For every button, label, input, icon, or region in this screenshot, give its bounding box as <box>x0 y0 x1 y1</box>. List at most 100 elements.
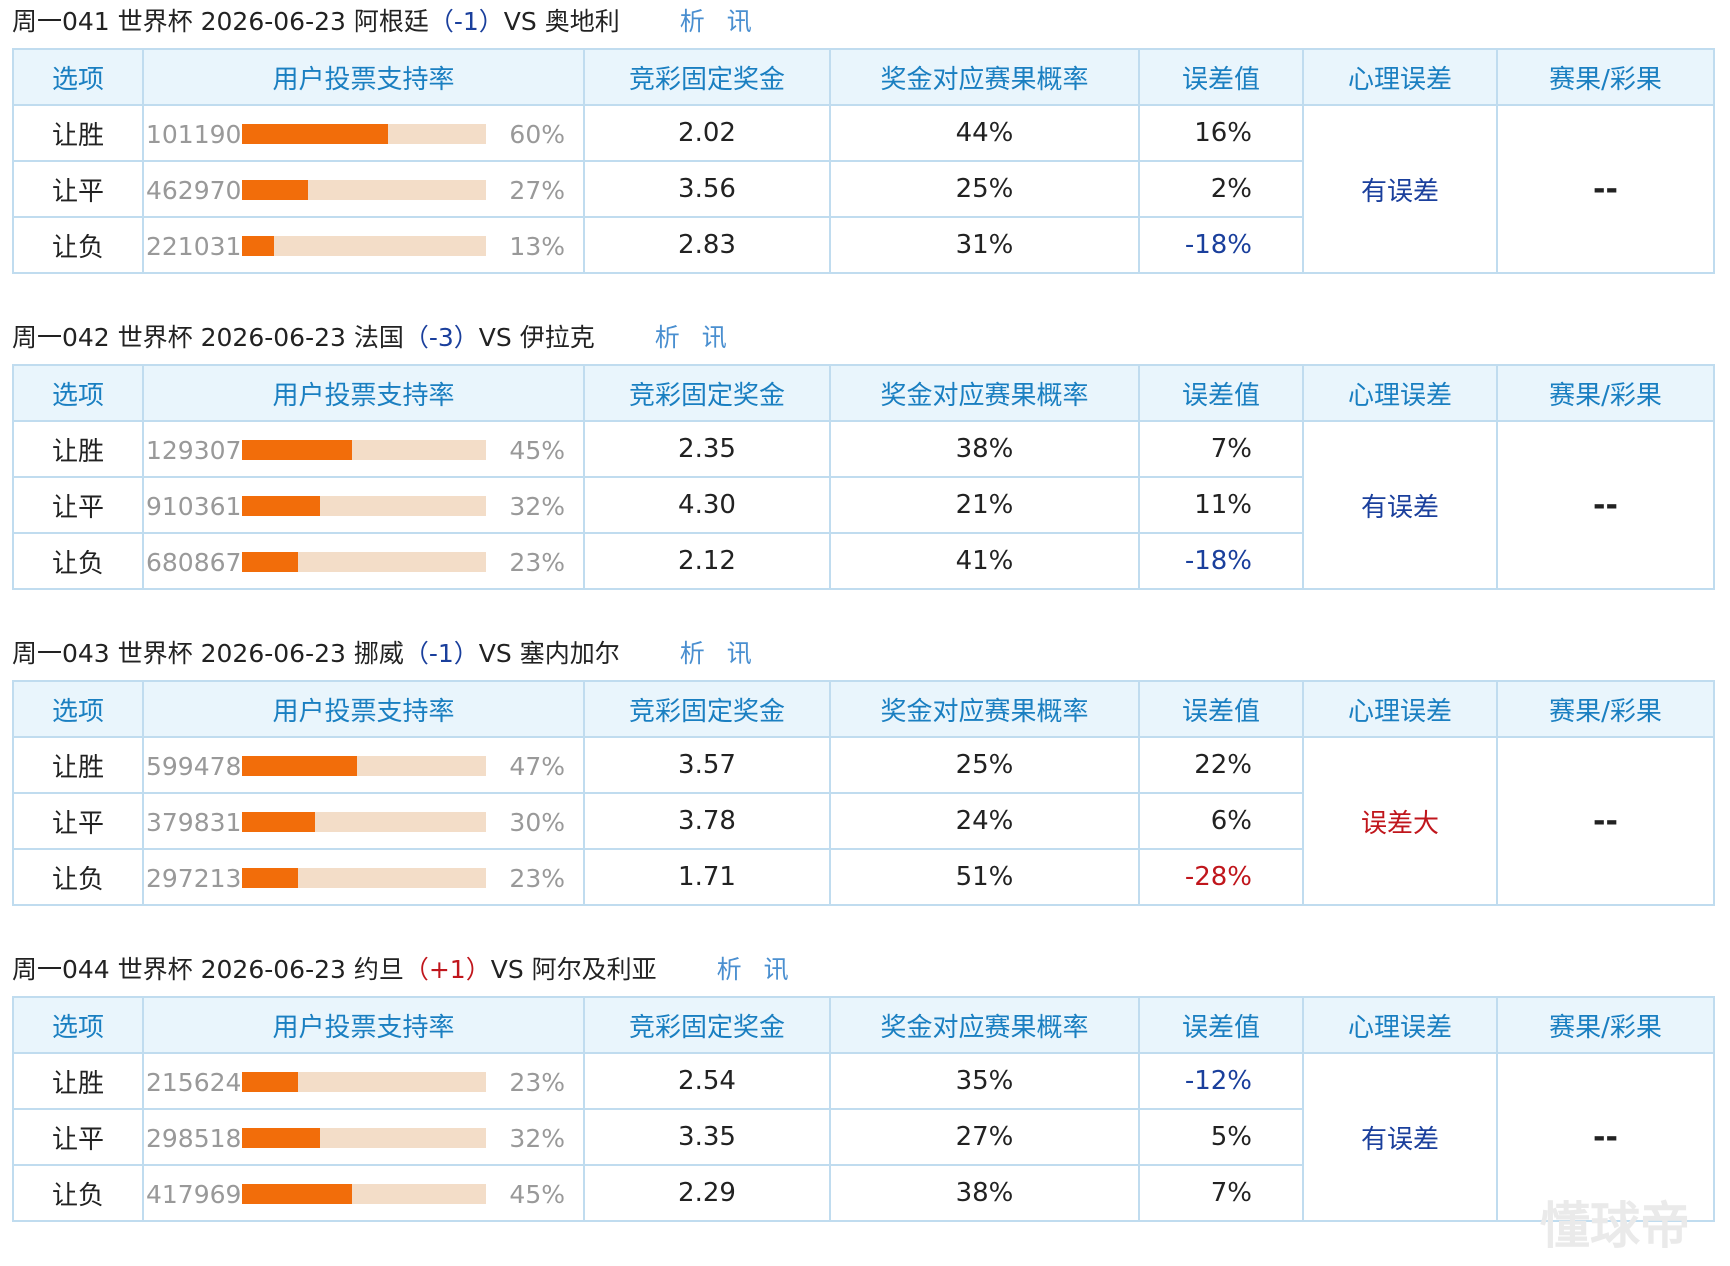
support-rate: 47% <box>509 752 565 781</box>
vote-count: 129307 <box>146 436 242 465</box>
column-header: 奖金对应赛果概率 <box>829 996 1140 1054</box>
verdict: 有误差 <box>1302 420 1498 590</box>
bar-track <box>242 756 486 776</box>
handicap: （-1） <box>428 7 504 36</box>
column-header: 用户投票支持率 <box>142 364 585 422</box>
probability: 41% <box>829 532 1140 590</box>
error-value: -18% <box>1138 532 1304 590</box>
match-name: 周一042 世界杯 2026-06-23 法国 <box>12 323 404 352</box>
column-header: 心理误差 <box>1302 996 1498 1054</box>
opponent: VS 伊拉克 <box>478 323 595 352</box>
bar-track <box>242 236 486 256</box>
result: -- <box>1496 104 1715 274</box>
bar-track <box>242 124 486 144</box>
option-row: 让平 910361 32% 4.30 21% 11% <box>12 476 1714 534</box>
support-rate: 27% <box>509 176 565 205</box>
option-row: 让负 297213 23% 1.71 51% -28% <box>12 848 1714 906</box>
link[interactable]: 讯 <box>763 955 789 984</box>
bar-track <box>242 440 486 460</box>
probability: 25% <box>829 160 1140 218</box>
support-bar <box>242 180 308 200</box>
bar-track <box>242 812 486 832</box>
match-title: 周一041 世界杯 2026-06-23 阿根廷（-1）VS 奥地利 析讯 <box>12 0 1714 48</box>
link[interactable]: 讯 <box>726 639 752 668</box>
vote-count: 462970 <box>146 176 242 205</box>
link[interactable]: 析 <box>679 7 705 36</box>
error-value: 22% <box>1138 736 1304 794</box>
odds: 2.29 <box>583 1164 831 1222</box>
watermark: 懂球帝 <box>1540 1197 1690 1255</box>
column-header: 赛果/彩果 <box>1496 364 1715 422</box>
support-bar <box>242 124 389 144</box>
option: 让胜 <box>12 420 144 478</box>
option: 让胜 <box>12 1052 144 1110</box>
opponent: VS 塞内加尔 <box>478 639 620 668</box>
option: 让平 <box>12 792 144 850</box>
verdict: 有误差 <box>1302 1052 1498 1222</box>
column-header: 赛果/彩果 <box>1496 48 1715 106</box>
header-row: 选项 用户投票支持率 竞彩固定奖金 奖金对应赛果概率 误差值 心理误差 赛果/彩果 <box>12 996 1715 1054</box>
odds: 3.56 <box>583 160 831 218</box>
vote-cell: 599478 47% <box>142 736 585 794</box>
match-name: 周一043 世界杯 2026-06-23 挪威 <box>12 639 404 668</box>
option: 让胜 <box>12 104 144 162</box>
match-name: 周一044 世界杯 2026-06-23 约旦 <box>12 955 404 984</box>
opponent: VS 奥地利 <box>503 7 620 36</box>
vote-cell: 1011908 60% <box>142 104 585 162</box>
error-value: 2% <box>1138 160 1304 218</box>
probability: 21% <box>829 476 1140 534</box>
vote-cell: 680867 23% <box>142 532 585 590</box>
column-header: 误差值 <box>1138 364 1304 422</box>
header-row: 选项 用户投票支持率 竞彩固定奖金 奖金对应赛果概率 误差值 心理误差 赛果/彩果 <box>12 680 1715 738</box>
link[interactable]: 析 <box>654 323 680 352</box>
link[interactable]: 讯 <box>701 323 727 352</box>
column-header: 心理误差 <box>1302 680 1498 738</box>
option-row: 让负 221031 13% 2.83 31% -18% <box>12 216 1714 274</box>
option-row: 让胜 1011908 60% 2.02 44% 16% 有误差 -- <box>12 104 1715 274</box>
odds: 2.83 <box>583 216 831 274</box>
support-rate: 13% <box>509 232 565 261</box>
probability: 24% <box>829 792 1140 850</box>
support-rate: 23% <box>509 1068 565 1097</box>
option-row: 让平 379831 30% 3.78 24% 6% <box>12 792 1714 850</box>
error-value: -18% <box>1138 216 1304 274</box>
odds: 1.71 <box>583 848 831 906</box>
support-bar <box>242 812 316 832</box>
error-value: -28% <box>1138 848 1304 906</box>
option: 让平 <box>12 476 144 534</box>
probability: 31% <box>829 216 1140 274</box>
bar-track <box>242 1184 486 1204</box>
column-header: 赛果/彩果 <box>1496 680 1715 738</box>
odds: 4.30 <box>583 476 831 534</box>
vote-count: 680867 <box>146 548 242 577</box>
support-bar <box>242 868 299 888</box>
vote-cell: 215624 23% <box>142 1052 585 1110</box>
odds-table: 选项 用户投票支持率 竞彩固定奖金 奖金对应赛果概率 误差值 心理误差 赛果/彩果 让胜 101… <box>12 48 1715 274</box>
support-bar <box>242 496 321 516</box>
vote-cell: 221031 13% <box>142 216 585 274</box>
link[interactable]: 析 <box>716 955 742 984</box>
error-value: 11% <box>1138 476 1304 534</box>
vote-count: 1011908 <box>146 120 258 149</box>
vote-count: 910361 <box>146 492 242 521</box>
match-block: 周一041 世界杯 2026-06-23 阿根廷（-1）VS 奥地利 析讯选项 用户… <box>12 0 1715 316</box>
support-rate: 60% <box>509 120 565 149</box>
column-header: 误差值 <box>1138 996 1304 1054</box>
error-value: 7% <box>1138 420 1304 478</box>
column-header: 选项 <box>12 48 144 106</box>
support-rate: 23% <box>509 548 565 577</box>
column-header: 选项 <box>12 996 144 1054</box>
match-block: 周一043 世界杯 2026-06-23 挪威（-1）VS 塞内加尔 析讯选项 用户… <box>12 632 1715 948</box>
support-rate: 32% <box>509 492 565 521</box>
link[interactable]: 讯 <box>726 7 752 36</box>
column-header: 竞彩固定奖金 <box>583 996 831 1054</box>
result: -- <box>1496 736 1715 906</box>
column-header: 奖金对应赛果概率 <box>829 364 1140 422</box>
support-rate: 30% <box>509 808 565 837</box>
option: 让负 <box>12 216 144 274</box>
opponent: VS 阿尔及利亚 <box>490 955 657 984</box>
error-value: 6% <box>1138 792 1304 850</box>
header-row: 选项 用户投票支持率 竞彩固定奖金 奖金对应赛果概率 误差值 心理误差 赛果/彩果 <box>12 364 1715 422</box>
link[interactable]: 析 <box>679 639 705 668</box>
